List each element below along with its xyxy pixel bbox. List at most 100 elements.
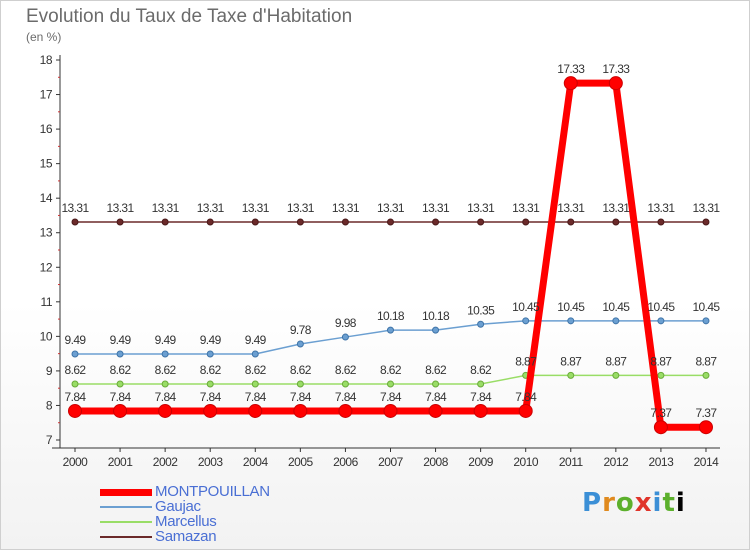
- data-label-montpouillan: 7.84: [425, 390, 447, 404]
- data-label-montpouillan: 7.84: [470, 390, 492, 404]
- logo-letter: r: [602, 488, 616, 518]
- data-label-samazan: 13.31: [422, 201, 450, 215]
- logo-letter: t: [662, 488, 676, 518]
- data-point-gaujac: [386, 326, 394, 334]
- logo-letter: i: [675, 488, 686, 518]
- data-label-samazan: 13.31: [557, 201, 585, 215]
- data-point-gaujac: [522, 317, 530, 325]
- data-point-samazan: [116, 218, 124, 226]
- chart-title: Evolution du Taux de Taxe d'Habitation: [26, 6, 353, 27]
- data-point-montpouillan: [473, 403, 488, 418]
- data-point-samazan: [341, 218, 349, 226]
- data-point-marcellus: [432, 380, 440, 388]
- data-label-montpouillan: 17.33: [557, 62, 585, 76]
- data-point-montpouillan: [653, 420, 668, 435]
- data-point-samazan: [612, 218, 620, 226]
- legend-swatch: [100, 536, 152, 538]
- data-point-samazan: [702, 218, 710, 226]
- y-unit-label: (en %): [26, 30, 62, 44]
- legend-label: Gaujac: [155, 498, 201, 515]
- x-tick-label: 2011: [559, 455, 584, 469]
- x-tick-label: 2009: [468, 455, 494, 469]
- data-label-gaujac: 10.45: [602, 300, 630, 314]
- y-tick-label: 11: [41, 295, 53, 309]
- data-point-gaujac: [432, 326, 440, 334]
- y-tick-label: 7: [46, 433, 53, 447]
- data-label-gaujac: 10.35: [467, 303, 495, 317]
- data-point-marcellus: [71, 380, 79, 388]
- y-tick-label: 14: [40, 191, 53, 205]
- data-point-samazan: [161, 218, 169, 226]
- data-label-gaujac: 9.49: [200, 333, 222, 347]
- data-label-montpouillan: 7.84: [380, 390, 402, 404]
- data-point-gaujac: [612, 317, 620, 325]
- data-label-marcellus: 8.62: [425, 363, 447, 377]
- data-label-gaujac: 10.45: [557, 300, 585, 314]
- data-point-samazan: [432, 218, 440, 226]
- data-label-marcellus: 8.62: [155, 363, 177, 377]
- data-label-samazan: 13.31: [287, 201, 315, 215]
- y-tick-label: 18: [40, 53, 53, 67]
- legend-label: Samazan: [155, 528, 217, 545]
- y-tick-label: 10: [40, 329, 53, 343]
- data-point-gaujac: [702, 317, 710, 325]
- data-label-samazan: 13.31: [332, 201, 360, 215]
- data-label-montpouillan: 7.84: [155, 390, 177, 404]
- data-label-montpouillan: 7.37: [695, 406, 717, 420]
- x-tick-label: 2010: [513, 455, 539, 469]
- x-tick-label: 2006: [333, 455, 359, 469]
- legend-swatch: [100, 506, 152, 508]
- data-point-marcellus: [206, 380, 214, 388]
- y-tick-label: 9: [46, 364, 53, 378]
- data-label-samazan: 13.31: [152, 201, 180, 215]
- data-label-montpouillan: 7.84: [290, 390, 312, 404]
- data-point-marcellus: [477, 380, 485, 388]
- data-point-montpouillan: [383, 403, 398, 418]
- x-tick-label: 2001: [108, 455, 134, 469]
- data-label-montpouillan: 7.84: [245, 390, 267, 404]
- x-tick-label: 2012: [603, 455, 629, 469]
- data-point-marcellus: [251, 380, 259, 388]
- data-point-marcellus: [116, 380, 124, 388]
- data-label-marcellus: 8.62: [290, 363, 312, 377]
- logo-letter: x: [634, 488, 653, 518]
- data-label-gaujac: 10.45: [647, 300, 675, 314]
- data-label-marcellus: 8.87: [650, 354, 672, 368]
- data-label-samazan: 13.31: [377, 201, 405, 215]
- x-tick-label: 2013: [649, 455, 675, 469]
- data-label-gaujac: 10.45: [692, 300, 720, 314]
- data-label-samazan: 13.31: [197, 201, 225, 215]
- data-label-montpouillan: 7.84: [65, 390, 87, 404]
- data-point-marcellus: [341, 380, 349, 388]
- logo-letter: o: [615, 488, 635, 518]
- y-tick-label: 13: [40, 226, 53, 240]
- data-label-samazan: 13.31: [602, 201, 630, 215]
- x-tick-label: 2000: [63, 455, 89, 469]
- data-label-samazan: 13.31: [467, 201, 495, 215]
- data-label-gaujac: 9.78: [290, 323, 312, 337]
- data-label-samazan: 13.31: [692, 201, 720, 215]
- data-point-gaujac: [251, 350, 259, 358]
- y-tick-label: 17: [40, 88, 53, 102]
- legend-swatch: [100, 488, 152, 496]
- data-point-montpouillan: [338, 403, 353, 418]
- data-label-marcellus: 8.62: [470, 363, 492, 377]
- proxiti-logo: Proxiti: [582, 488, 686, 518]
- data-point-montpouillan: [113, 403, 128, 418]
- y-tick-label: 15: [40, 157, 53, 171]
- data-point-samazan: [522, 218, 530, 226]
- data-label-marcellus: 8.62: [380, 363, 402, 377]
- data-point-montpouillan: [518, 403, 533, 418]
- data-point-montpouillan: [68, 403, 82, 418]
- data-label-montpouillan: 7.84: [110, 390, 132, 404]
- data-point-marcellus: [386, 380, 394, 388]
- data-point-gaujac: [161, 350, 169, 358]
- data-point-gaujac: [341, 333, 349, 341]
- data-point-montpouillan: [158, 403, 173, 418]
- legend-label: MONTPOUILLAN: [155, 483, 270, 500]
- data-point-samazan: [251, 218, 259, 226]
- data-point-marcellus: [657, 371, 665, 379]
- data-label-gaujac: 10.18: [377, 309, 405, 323]
- data-label-gaujac: 10.18: [422, 309, 450, 323]
